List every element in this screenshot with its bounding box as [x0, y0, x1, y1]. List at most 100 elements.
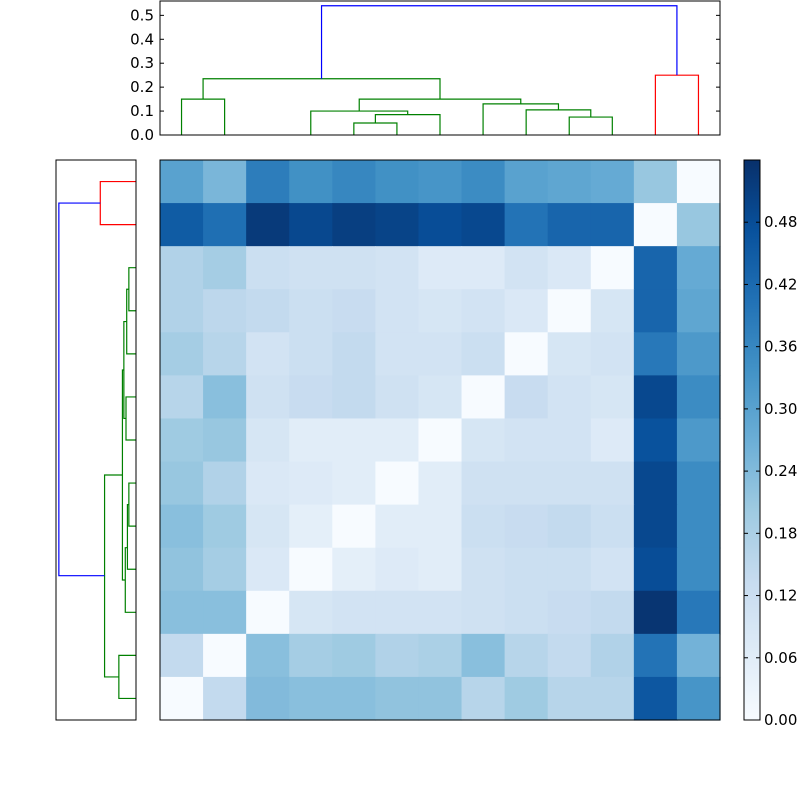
top-dendrogram-link: [374, 114, 441, 135]
heatmap-cell: [160, 160, 204, 204]
left-dendrogram: [55, 159, 137, 721]
heatmap-cell: [289, 332, 333, 376]
left-dendrogram-link: [99, 180, 136, 226]
heatmap-cell: [590, 289, 635, 333]
heatmap-cell: [160, 289, 204, 333]
heatmap-cell: [504, 676, 549, 721]
colorbar-gradient: [744, 160, 760, 720]
heatmap-cell: [160, 246, 204, 290]
top-dendrogram-frame: [159, 0, 721, 136]
heatmap-cell: [504, 590, 549, 635]
heatmap-cell: [461, 160, 506, 204]
heatmap-cell: [246, 246, 290, 290]
heatmap-cell: [504, 418, 549, 463]
heatmap-cell: [203, 504, 247, 549]
heatmap-cell: [547, 461, 592, 506]
heatmap-cell: [332, 375, 376, 420]
heatmap-cell: [418, 590, 463, 635]
heatmap-cell: [504, 289, 549, 333]
heatmap-cell: [547, 332, 592, 376]
heatmap-cell: [504, 547, 549, 592]
heatmap-cell: [676, 246, 721, 290]
heatmap-cell: [375, 289, 420, 333]
heatmap-cell: [461, 246, 506, 290]
colorbar-frame: [743, 159, 761, 721]
heatmap-cell: [203, 676, 247, 721]
heatmap-cell: [547, 633, 592, 678]
heatmap-cell: [633, 461, 678, 506]
top-dendrogram: 0.0 0.1 0.2 0.3 0.4 0.5: [130, 0, 721, 144]
heatmap-cell: [203, 633, 247, 678]
heatmap-cell: [289, 375, 333, 420]
heatmap-cell: [504, 375, 549, 420]
heatmap-cell: [203, 332, 247, 376]
heatmap-cell: [375, 504, 420, 549]
heatmap-cell: [461, 203, 506, 247]
heatmap-cell: [418, 332, 463, 376]
heatmap-cell: [633, 289, 678, 333]
heatmap-cell: [332, 461, 376, 506]
heatmap-cell: [504, 203, 549, 247]
heatmap-cell: [504, 461, 549, 506]
left-dendrogram-links: [58, 180, 136, 700]
heatmap-cell: [332, 633, 376, 678]
heatmap-cell: [375, 203, 420, 247]
colorbar-tick-label: 0.12: [764, 587, 797, 605]
top-dendrogram-link: [320, 5, 678, 79]
heatmap-cell: [547, 547, 592, 592]
heatmap-cell: [676, 332, 721, 376]
heatmap-cell: [332, 289, 376, 333]
heatmap-cell: [547, 375, 592, 420]
heatmap-cell: [289, 160, 333, 204]
top-dendrogram-tick-label: 0.0: [130, 126, 154, 144]
heatmap-cell: [504, 633, 549, 678]
heatmap-cell: [418, 375, 463, 420]
heatmap-cell: [203, 461, 247, 506]
heatmap-cell: [246, 461, 290, 506]
heatmap-cell: [289, 246, 333, 290]
heatmap-cell: [676, 461, 721, 506]
heatmap-cell: [633, 418, 678, 463]
heatmap-cell: [375, 633, 420, 678]
heatmap-cell: [332, 332, 376, 376]
heatmap-cell: [289, 547, 333, 592]
colorbar-ticks: 0.00 0.06 0.12 0.18 0.24 0.30 0.36 0.42 0.48: [744, 213, 797, 729]
heatmap-cell: [203, 590, 247, 635]
heatmap-cell: [375, 676, 420, 721]
heatmap-cell: [246, 375, 290, 420]
heatmap-cell: [203, 246, 247, 290]
heatmap-cell: [461, 289, 506, 333]
heatmap-cell: [332, 504, 376, 549]
heatmap-cell: [418, 504, 463, 549]
left-dendrogram-link: [58, 202, 105, 577]
heatmap-cell: [461, 547, 506, 592]
heatmap-cell: [504, 160, 549, 204]
heatmap-cell: [332, 160, 376, 204]
colorbar-tick-label: 0.48: [764, 213, 797, 231]
colorbar-tick-label: 0.24: [764, 462, 797, 480]
heatmap-cell: [590, 203, 635, 247]
heatmap-cell: [160, 676, 204, 721]
heatmap-cell: [418, 203, 463, 247]
top-dendrogram-tick-label: 0.5: [130, 6, 154, 24]
heatmap-cell: [547, 160, 592, 204]
heatmap-frame: [159, 159, 721, 721]
heatmap-cell: [332, 203, 376, 247]
top-dendrogram-link: [202, 78, 441, 100]
heatmap-cell: [246, 547, 290, 592]
heatmap-cell: [246, 418, 290, 463]
heatmap: [159, 159, 721, 721]
left-dendrogram-link: [124, 547, 136, 613]
heatmap-cell: [590, 160, 635, 204]
heatmap-cell: [375, 418, 420, 463]
heatmap-cell: [375, 461, 420, 506]
heatmap-cell: [160, 461, 204, 506]
top-dendrogram-tick-label: 0.1: [130, 102, 154, 120]
heatmap-cell: [461, 461, 506, 506]
heatmap-cell: [461, 504, 506, 549]
heatmap-cell: [246, 676, 290, 721]
heatmap-cell: [332, 246, 376, 290]
heatmap-cell: [332, 676, 376, 721]
heatmap-cell: [590, 418, 635, 463]
